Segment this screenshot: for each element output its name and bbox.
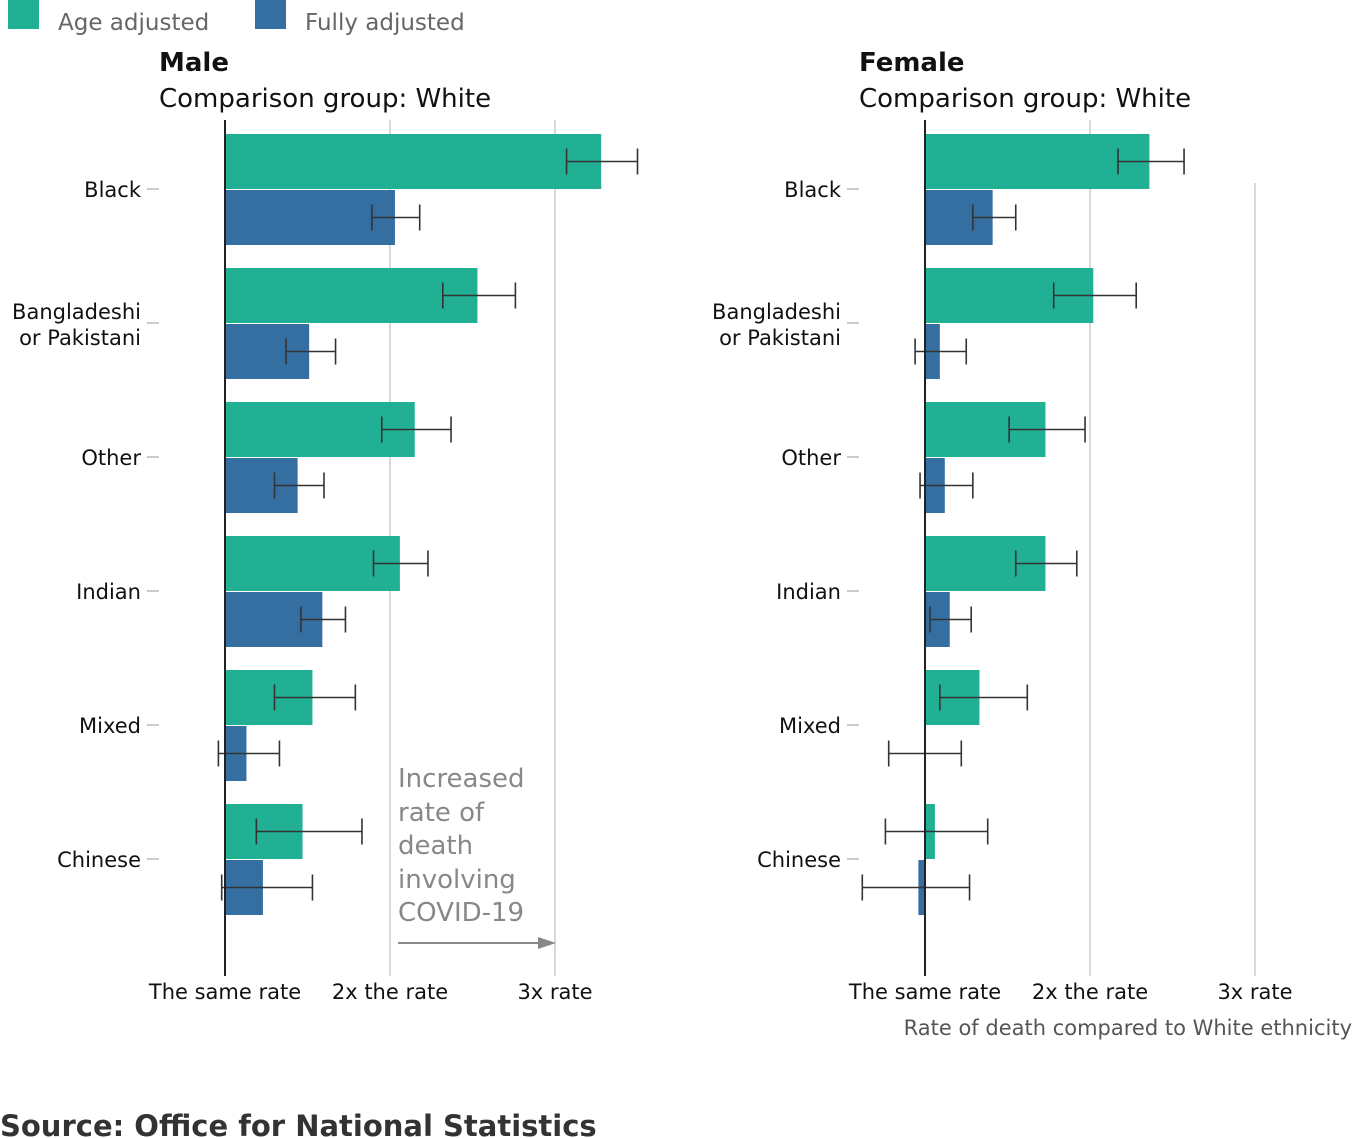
male-panel-subtitle: Comparison group: White — [159, 84, 491, 114]
category-label: Other — [781, 446, 841, 470]
annotation-line: Increased — [398, 764, 525, 794]
bar — [225, 190, 395, 245]
category-label: or Pakistani — [719, 326, 841, 350]
bar — [225, 134, 602, 189]
legend-label-fully-adjusted: Fully adjusted — [305, 10, 465, 36]
bar — [925, 134, 1150, 189]
category-label: Bangladeshi — [712, 300, 841, 324]
male-panel-title: Male — [159, 48, 229, 78]
category-label: Indian — [776, 580, 841, 604]
x-tick-label: 2x the rate — [1032, 980, 1148, 1004]
female-panel-title: Female — [859, 48, 965, 78]
annotation-line: death — [398, 831, 473, 861]
legend-swatch-age-adjusted — [8, 0, 39, 29]
x-tick-label: The same rate — [148, 980, 301, 1004]
category-label: Indian — [76, 580, 141, 604]
category-label: Chinese — [57, 848, 141, 872]
category-label: Black — [84, 178, 142, 202]
arrow-right-icon — [538, 937, 556, 949]
category-label: or Pakistani — [19, 326, 141, 350]
x-tick-label: The same rate — [848, 980, 1001, 1004]
bar — [225, 268, 478, 323]
source-note: Source: Office for National Statistics — [0, 1109, 597, 1138]
legend: Age adjusted Fully adjusted — [8, 0, 465, 36]
x-axis-title: Rate of death compared to White ethnicit… — [904, 1016, 1352, 1040]
x-tick-label: 2x the rate — [332, 980, 448, 1004]
legend-label-age-adjusted: Age adjusted — [58, 10, 209, 36]
annotation-line: COVID-19 — [398, 898, 524, 928]
legend-swatch-fully-adjusted — [255, 0, 286, 29]
category-label: Mixed — [79, 714, 141, 738]
bar — [225, 536, 400, 591]
annotation-line: rate of — [398, 798, 485, 828]
category-label: Chinese — [757, 848, 841, 872]
x-tick-label: 3x rate — [517, 980, 592, 1004]
category-label: Bangladeshi — [12, 300, 141, 324]
category-label: Other — [81, 446, 141, 470]
x-tick-label: 3x rate — [1217, 980, 1292, 1004]
increase-annotation: Increased rate of death involving COVID-… — [398, 764, 556, 949]
category-label: Mixed — [779, 714, 841, 738]
annotation-line: involving — [398, 865, 516, 895]
category-label: Black — [784, 178, 842, 202]
female-panel-subtitle: Comparison group: White — [859, 84, 1191, 114]
